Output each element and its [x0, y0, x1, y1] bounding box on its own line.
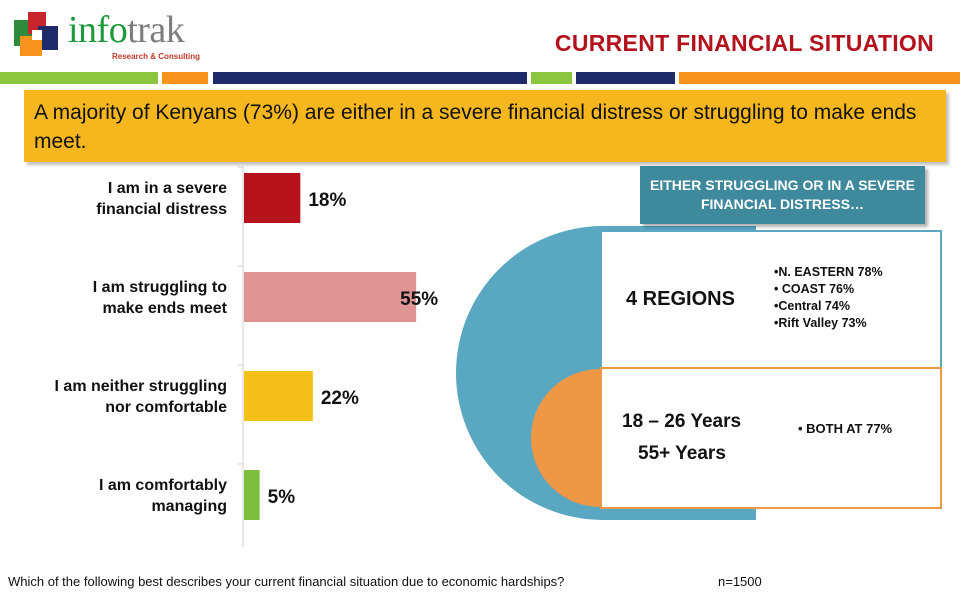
regions-box: 4 REGIONS •N. EASTERN 78% • COAST 76% •C… [600, 230, 942, 370]
category-label: I am in a severe financial distress [96, 180, 227, 218]
stripe-segment [679, 72, 960, 84]
logo-word-info: info [68, 9, 128, 51]
stripe-segment [213, 72, 527, 84]
headline-text: A majority of Kenyans (73%) are either i… [34, 101, 917, 153]
age-note: • BOTH AT 77% [798, 421, 893, 436]
sample-size: n=1500 [718, 574, 762, 589]
bar [244, 470, 260, 520]
infotrak-logo-icon [14, 12, 58, 56]
callout-header: EITHER STRUGGLING OR IN A SEVERE FINANCI… [640, 166, 925, 224]
value-label: 5% [268, 487, 296, 508]
stripe-segment [576, 72, 675, 84]
category-label: I am neither struggling nor comfortable [55, 378, 228, 416]
stripe-segment [162, 72, 208, 84]
age-group-2: 55+ Years [638, 443, 726, 464]
logo-tagline: Research & Consulting [112, 52, 201, 61]
region-item: •N. EASTERN 78% [774, 265, 883, 279]
region-item: •Central 74% [774, 299, 850, 313]
page-title: CURRENT FINANCIAL SITUATION [554, 30, 934, 56]
regions-title: 4 REGIONS [626, 288, 735, 310]
logo-word-trak: trak [127, 9, 185, 51]
category-label: I am struggling to make ends meet [93, 279, 228, 317]
logo-wordmark: infotrak [68, 8, 185, 52]
stripe-segment [0, 72, 158, 84]
bar-chart: I am in a severe financial distress 18% I a… [55, 165, 438, 547]
bar [244, 173, 301, 223]
regions-list: •N. EASTERN 78% • COAST 76% •Central 74%… [774, 264, 883, 332]
headline-banner: A majority of Kenyans (73%) are either i… [24, 90, 946, 162]
value-label: 18% [308, 190, 346, 211]
region-item: •Rift Valley 73% [774, 316, 867, 330]
region-item: • COAST 76% [774, 282, 855, 296]
survey-question: Which of the following best describes yo… [8, 574, 565, 589]
stripe-segment [531, 72, 572, 84]
age-box: 18 – 26 Years 55+ Years • BOTH AT 77% [600, 367, 942, 509]
bar [244, 272, 417, 322]
value-label: 55% [400, 289, 438, 310]
age-group-1: 18 – 26 Years [622, 411, 742, 432]
bar [244, 371, 313, 421]
category-label: I am comfortably managing [99, 477, 227, 515]
color-stripe [0, 72, 960, 84]
value-label: 22% [321, 388, 359, 409]
